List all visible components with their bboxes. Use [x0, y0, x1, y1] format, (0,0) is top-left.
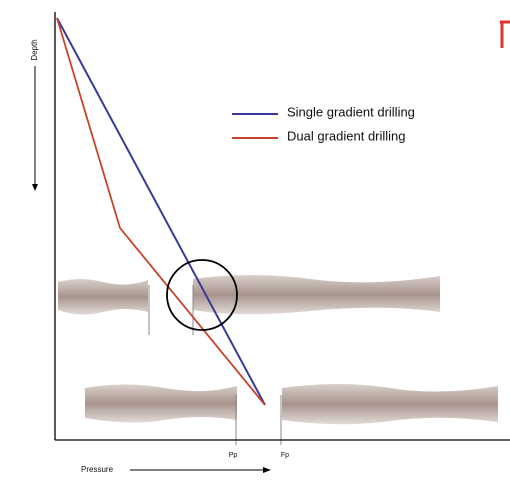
arrow-head [32, 184, 38, 191]
highlight-circle [166, 259, 238, 331]
arrow-head [263, 467, 271, 473]
band [193, 275, 440, 315]
band [282, 384, 498, 425]
axes [54, 12, 510, 441]
formation-bands [58, 275, 498, 425]
dual-gradient-line [56, 17, 266, 406]
legend-label: Single gradient drilling [287, 104, 415, 119]
marker-label: Pp [229, 452, 238, 459]
y-axis-label: Depth [30, 39, 39, 60]
corner-fragment [500, 20, 510, 48]
x-axis-label: Pressure [81, 465, 114, 474]
legend-label: Dual gradient drilling [287, 128, 406, 143]
band [58, 279, 148, 315]
single-gradient-line [56, 17, 266, 406]
band [85, 384, 237, 423]
guide-lines [148, 285, 282, 445]
marker-label: Fp [281, 452, 289, 459]
